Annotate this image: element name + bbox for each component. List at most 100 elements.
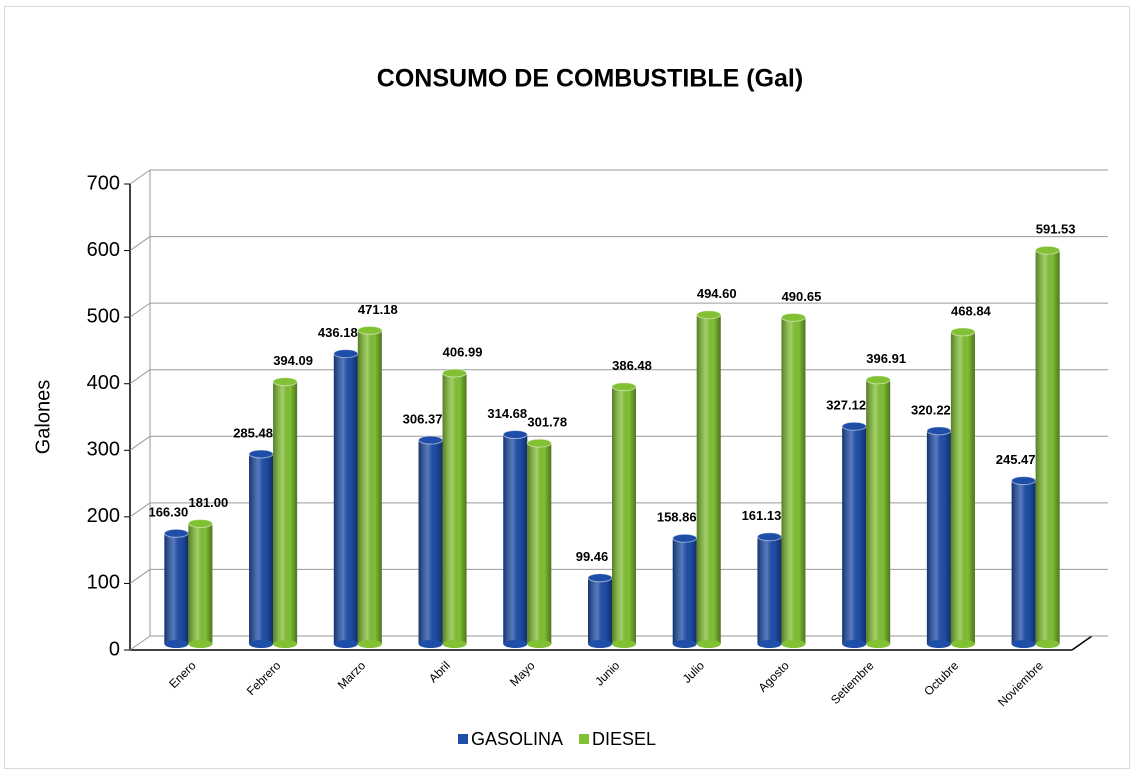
y-tick-label: 700	[87, 172, 120, 194]
bar-cap	[865, 375, 891, 385]
y-tick-label: 200	[87, 505, 120, 527]
value-label: 396.91	[866, 351, 906, 366]
bar-base	[442, 640, 467, 648]
grid-diagonal	[129, 569, 151, 584]
bar-base	[588, 640, 612, 648]
legend-label: DIESEL	[592, 729, 656, 749]
value-label: 301.78	[527, 415, 567, 430]
bar-base	[188, 640, 213, 648]
value-label: 306.37	[403, 411, 443, 426]
bar-shade	[672, 538, 697, 644]
value-label: 99.46	[576, 549, 609, 564]
bar-cap	[1035, 245, 1061, 255]
grid-diagonal	[129, 169, 151, 185]
value-label: 394.09	[273, 353, 313, 368]
bar-base	[842, 640, 867, 648]
bar-base	[926, 640, 951, 648]
bar-shade	[164, 533, 189, 644]
bar-shade	[781, 317, 806, 644]
bar-base	[950, 640, 975, 648]
bar-cap	[333, 349, 359, 359]
bar-cap	[1011, 476, 1037, 486]
value-label: 591.53	[1036, 222, 1076, 237]
value-label: 166.30	[148, 505, 188, 520]
value-label: 386.48	[612, 358, 652, 373]
bar-base	[781, 640, 806, 648]
grid-diagonal	[129, 369, 151, 385]
bar-base	[418, 640, 443, 648]
value-label: 314.68	[487, 406, 527, 421]
bar-shade	[950, 331, 975, 644]
bar-shade	[273, 381, 298, 644]
bar-shade	[1011, 480, 1036, 644]
grid-diagonal	[129, 236, 151, 251]
bar-shade	[188, 523, 213, 644]
legend-swatch	[579, 734, 590, 744]
bar-shade	[357, 330, 382, 644]
bar-base	[757, 640, 782, 648]
bar-cap	[357, 325, 383, 335]
bar-base	[672, 640, 697, 648]
value-label: 161.13	[742, 508, 782, 523]
bar-base	[249, 640, 274, 648]
value-label: 158.86	[657, 510, 697, 525]
legend-label: GASOLINA	[471, 729, 563, 749]
legend-swatch	[458, 734, 468, 744]
bar-base	[503, 640, 528, 648]
bar-cap	[672, 533, 698, 543]
bar-base	[357, 640, 382, 648]
chart-title: CONSUMO DE COMBUSTIBLE (Gal)	[377, 65, 803, 93]
bar-shade	[842, 426, 867, 644]
grid-diagonal	[129, 435, 151, 451]
bar-shade	[442, 373, 467, 644]
bar-cap	[926, 426, 952, 436]
grid-diagonal	[129, 635, 151, 651]
bar-base	[696, 640, 721, 648]
y-axis-title: Galones	[32, 380, 54, 455]
value-label: 320.22	[911, 402, 951, 417]
bar-cap	[163, 528, 189, 538]
bar-shade	[418, 440, 443, 644]
value-label: 406.99	[443, 344, 483, 359]
bar-shade	[757, 536, 782, 644]
bar-shade	[588, 577, 612, 644]
bar-shade	[696, 314, 721, 644]
value-label: 245.47	[996, 452, 1036, 467]
value-label: 494.60	[697, 286, 737, 301]
bar-shade	[612, 386, 636, 644]
bar-base	[612, 640, 636, 648]
bar-cap	[756, 532, 782, 542]
value-label: 181.00	[188, 495, 228, 510]
floor-edge	[1071, 635, 1093, 651]
bar-base	[1035, 640, 1060, 648]
bar-shade	[527, 443, 552, 644]
bar-cap	[442, 368, 468, 378]
y-tick-label: 300	[87, 439, 120, 461]
value-label: 436.18	[318, 325, 358, 340]
bar-cap	[187, 519, 213, 529]
bar-cap	[418, 435, 444, 445]
y-tick-label: 600	[87, 239, 120, 261]
y-tick-label: 100	[87, 572, 120, 594]
bar-cap	[696, 310, 722, 320]
bar-shade	[333, 353, 358, 644]
value-label: 285.48	[233, 425, 273, 440]
bar-cap	[611, 382, 637, 392]
bar-base	[527, 640, 552, 648]
bar-cap	[780, 312, 806, 322]
bar-cap	[587, 573, 613, 583]
bar-base	[273, 640, 298, 648]
value-label: 468.84	[951, 303, 992, 318]
bar-shade	[249, 453, 274, 644]
bar-shade	[866, 379, 891, 644]
bar-cap	[248, 449, 274, 459]
bar-base	[866, 640, 891, 648]
y-tick-label: 400	[87, 372, 120, 394]
bar-base	[333, 640, 358, 648]
bar-cap	[526, 438, 552, 448]
value-label: 327.12	[826, 398, 866, 413]
y-tick-label: 0	[109, 638, 120, 660]
bar-base	[1011, 640, 1036, 648]
bar-cap	[950, 327, 976, 337]
